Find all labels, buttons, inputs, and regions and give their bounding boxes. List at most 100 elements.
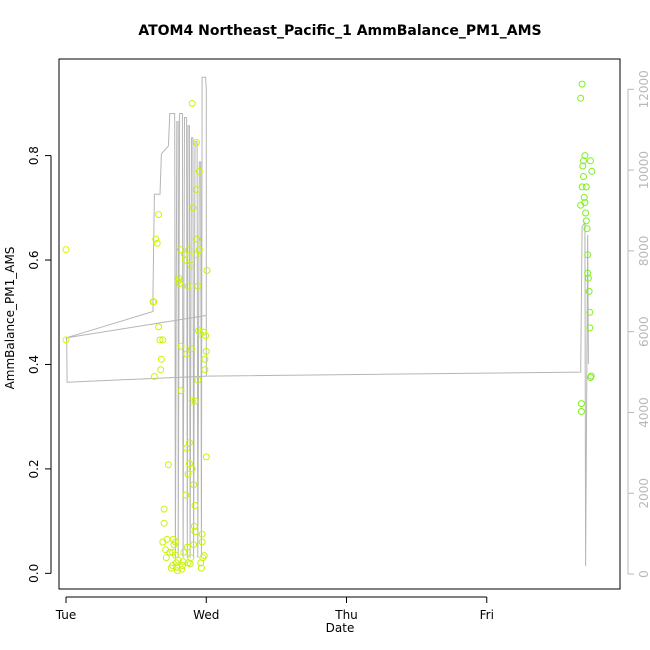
data-point-61 — [192, 186, 200, 193]
data-point-114 — [588, 167, 596, 175]
data-point-68 — [196, 329, 204, 337]
data-point-63 — [194, 282, 202, 290]
data-point-43 — [183, 444, 191, 452]
data-point-46 — [184, 282, 192, 290]
data-point-60 — [192, 139, 200, 146]
data-point-33 — [176, 246, 184, 254]
data-point-89 — [187, 554, 195, 562]
data-point-11 — [157, 355, 165, 363]
data-point-78 — [202, 332, 210, 340]
data-point-102 — [581, 199, 589, 207]
data-point-85 — [171, 538, 179, 546]
data-point-83 — [185, 460, 193, 468]
data-point-10 — [157, 366, 165, 374]
data-point-109 — [585, 287, 593, 295]
data-point-72 — [198, 538, 206, 546]
data-point-45 — [184, 470, 192, 478]
data-point-6 — [153, 239, 161, 247]
x-tick-label-0: Tue — [55, 608, 77, 622]
data-point-99 — [580, 173, 587, 180]
y-axis: 0.0 0.2 0.4 0.6 0.8 — [27, 146, 52, 583]
data-point-101 — [581, 152, 589, 160]
data-point-80 — [202, 347, 210, 355]
y2-tick-label-2: 4000 — [637, 397, 650, 428]
x-axis-label: Date — [326, 621, 355, 635]
y-tick-label-0: 0.0 — [27, 564, 41, 583]
data-point-41 — [181, 256, 189, 264]
data-point-105 — [583, 225, 591, 233]
y2-tick-label-4: 8000 — [637, 236, 650, 267]
data-point-64 — [194, 376, 202, 384]
data-point-75 — [200, 552, 208, 560]
data-point-1 — [62, 336, 70, 344]
data-point-100 — [580, 193, 588, 201]
data-point-116 — [582, 183, 590, 191]
data-point-48 — [185, 439, 193, 447]
data-point-50 — [187, 261, 195, 269]
data-point-95 — [577, 400, 585, 408]
data-point-9 — [156, 336, 164, 344]
data-point-51 — [188, 345, 195, 353]
data-point-17 — [162, 554, 170, 562]
data-point-86 — [169, 548, 177, 556]
x-tick-label-1: Wed — [193, 608, 219, 622]
data-point-36 — [178, 565, 186, 573]
data-point-90 — [184, 559, 192, 567]
data-point-28 — [174, 567, 181, 575]
data-point-67 — [195, 246, 203, 254]
data-point-92 — [578, 80, 586, 88]
data-point-96 — [578, 183, 586, 191]
x-axis: Tue Wed Thu Fri — [55, 596, 494, 622]
data-point-108 — [584, 274, 592, 282]
y2-axis: 0 2000 4000 6000 8000 10000 12000 — [627, 70, 650, 578]
data-point-57 — [191, 528, 199, 536]
data-point-115 — [587, 157, 594, 165]
data-point-76 — [201, 355, 209, 363]
data-point-71 — [198, 530, 206, 538]
y-tick-label-4: 0.8 — [27, 146, 41, 165]
x-tick-label-3: Fri — [480, 608, 494, 622]
data-point-4 — [150, 373, 158, 380]
data-point-55 — [190, 541, 198, 549]
data-point-53 — [188, 397, 196, 405]
data-point-0 — [62, 246, 70, 254]
data-point-37 — [178, 562, 186, 569]
data-point-38 — [179, 558, 187, 566]
y2-tick-label-6: 12000 — [637, 70, 650, 108]
y-axis-label: AmmBalance_PM1_AMS — [3, 247, 17, 390]
data-point-15 — [160, 519, 168, 527]
data-point-59 — [192, 251, 200, 259]
data-point-82 — [188, 465, 196, 473]
series-line-path — [65, 76, 589, 567]
data-point-103 — [582, 209, 590, 217]
data-point-44 — [183, 543, 191, 551]
data-point-94 — [577, 408, 585, 415]
y-tick-label-2: 0.4 — [27, 355, 41, 374]
y2-tick-label-5: 10000 — [637, 151, 650, 189]
y-tick-label-3: 0.6 — [27, 250, 41, 269]
data-point-52 — [188, 99, 196, 107]
data-point-66 — [195, 167, 203, 175]
data-point-104 — [582, 217, 590, 225]
y-tick-label-1: 0.2 — [27, 459, 41, 478]
data-point-39 — [180, 548, 188, 556]
data-point-113 — [587, 372, 595, 380]
data-point-19 — [164, 461, 172, 469]
data-point-87 — [191, 397, 199, 405]
y2-tick-label-3: 6000 — [637, 316, 650, 347]
x-tick-label-2: Thu — [334, 608, 358, 622]
data-point-97 — [579, 162, 587, 170]
y2-tick-label-1: 2000 — [637, 478, 650, 509]
data-point-47 — [185, 246, 193, 254]
data-point-54 — [189, 204, 197, 212]
data-point-42 — [182, 491, 190, 499]
data-point-77 — [201, 366, 209, 374]
data-point-56 — [190, 522, 198, 530]
data-point-7 — [155, 211, 163, 219]
data-point-32 — [176, 280, 184, 287]
data-point-8 — [155, 323, 163, 331]
data-point-3 — [150, 298, 158, 306]
data-point-35 — [177, 387, 185, 395]
data-point-110 — [586, 308, 594, 316]
